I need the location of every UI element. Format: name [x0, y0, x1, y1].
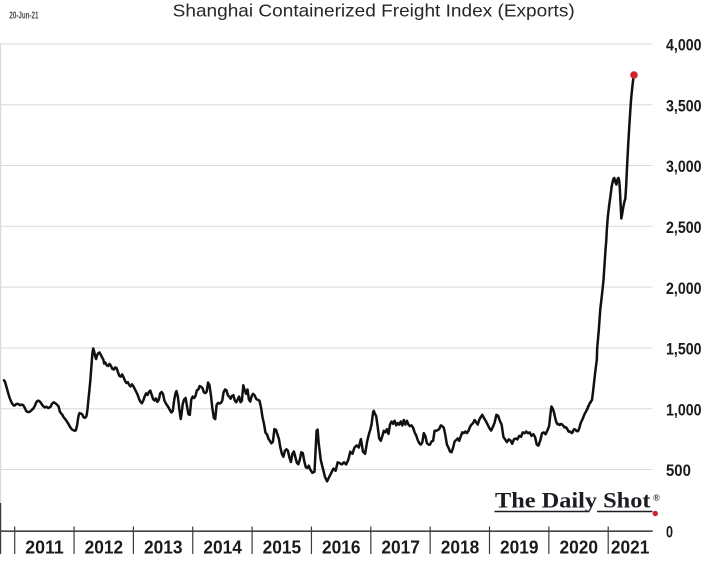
svg-text:20-Jun-21: 20-Jun-21 — [9, 11, 38, 22]
svg-text:500: 500 — [666, 462, 691, 480]
svg-text:2,500: 2,500 — [666, 219, 702, 237]
svg-text:2013: 2013 — [144, 536, 183, 557]
svg-text:2015: 2015 — [263, 536, 302, 557]
svg-text:2016: 2016 — [322, 536, 361, 557]
svg-text:2011: 2011 — [25, 536, 64, 557]
svg-text:Shanghai Containerized Freight: Shanghai Containerized Freight Index (Ex… — [173, 0, 575, 20]
svg-text:4,000: 4,000 — [666, 37, 702, 55]
svg-text:2019: 2019 — [500, 536, 539, 557]
svg-text:2017: 2017 — [381, 536, 420, 557]
svg-text:2020: 2020 — [559, 536, 598, 557]
svg-text:2014: 2014 — [203, 536, 242, 557]
svg-text:3,500: 3,500 — [666, 97, 702, 115]
svg-text:1,000: 1,000 — [666, 401, 702, 419]
svg-text:3,000: 3,000 — [666, 158, 702, 176]
svg-text:2021: 2021 — [611, 536, 650, 557]
svg-text:The Daily Shot: The Daily Shot — [495, 487, 651, 512]
svg-text:2018: 2018 — [441, 536, 480, 557]
svg-text:2,000: 2,000 — [666, 280, 702, 298]
svg-text:®: ® — [653, 493, 660, 503]
svg-text:2012: 2012 — [85, 536, 124, 557]
svg-text:0: 0 — [666, 523, 673, 541]
svg-text:1,500: 1,500 — [666, 341, 702, 359]
